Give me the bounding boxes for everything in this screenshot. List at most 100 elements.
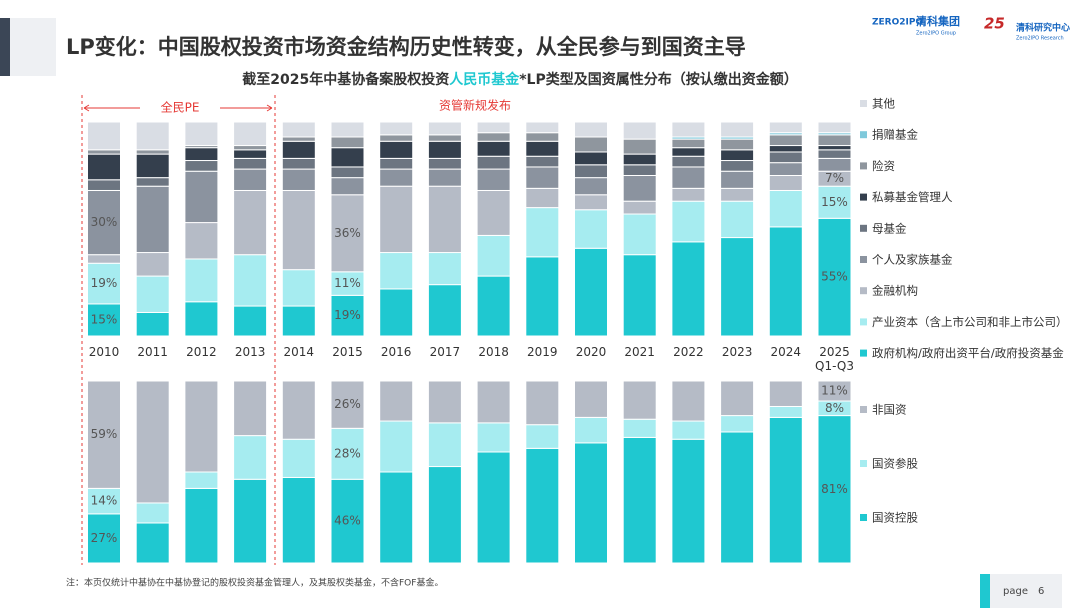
x-tick-label: 2014 (283, 345, 315, 359)
bar-segment (720, 431, 755, 564)
bar-segment (281, 136, 316, 142)
x-tick-label: 2015 (332, 345, 363, 359)
data-label: 28% (334, 446, 361, 460)
bar-segment (574, 164, 608, 179)
data-label: 15% (821, 195, 848, 209)
legend-swatch (860, 193, 867, 201)
bar-segment (233, 157, 268, 170)
bar-segment (525, 132, 560, 142)
legend-label: 个人及家族基金 (872, 253, 953, 267)
bar-segment (184, 121, 219, 147)
data-label: 7% (825, 171, 844, 185)
bar-segment (135, 185, 170, 254)
bar-segment (671, 155, 706, 168)
bar-segment (476, 121, 511, 134)
title-part: 人民币基金 (449, 71, 520, 88)
data-label: 11% (821, 384, 848, 398)
bar-segment (379, 157, 414, 170)
bar-segment (281, 140, 316, 159)
bar-segment (233, 380, 268, 437)
legend-label: 捐赠基金 (872, 128, 918, 142)
slide-title: LP变化：中国股权投资市场资金结构历史性转变，从全民参与到国资主导 (66, 35, 746, 59)
data-label: 15% (91, 312, 118, 326)
bar-segment (379, 140, 414, 159)
bar-segment (768, 151, 803, 164)
bar-segment (379, 134, 414, 142)
annotation: 资管新规发布 (439, 98, 511, 113)
bar-segment (135, 149, 170, 155)
bar-segment (525, 207, 560, 258)
bar-segment (184, 258, 219, 303)
bar-segment (574, 380, 608, 418)
annotation: 全民PE (161, 100, 200, 115)
bar-segment (622, 254, 657, 337)
x-tick-label: 2021 (624, 345, 655, 359)
x-tick-label: 2018 (478, 345, 509, 359)
x-tick-label: 2022 (673, 345, 704, 359)
page-accent (980, 574, 990, 608)
bar-segment (135, 177, 170, 187)
bar-segment (184, 160, 219, 172)
brand: Zero2IPO Research (1016, 36, 1064, 42)
bar-segment (184, 380, 219, 473)
bar-segment (379, 380, 414, 422)
bar-segment (817, 145, 852, 151)
bar-segment (330, 478, 365, 564)
accent-bg (10, 18, 56, 76)
x-tick-label: 2025 Q1-Q3 (815, 345, 854, 373)
bar-segment (817, 121, 852, 134)
bar-segment (476, 168, 511, 191)
bar-segment (87, 254, 121, 264)
x-tick-label: 2017 (429, 345, 461, 359)
bar-segment (135, 522, 170, 564)
bar-segment (135, 502, 170, 524)
bar-segment (622, 164, 657, 177)
bar-segment (768, 226, 803, 337)
page-box (990, 574, 1062, 608)
bar-segment (768, 162, 803, 177)
bar-segment (135, 380, 170, 504)
legend-swatch (860, 460, 867, 467)
bar-segment (427, 422, 462, 468)
bar-segment (427, 252, 462, 286)
bar-segment (720, 138, 755, 151)
bar-segment (135, 121, 170, 151)
x-tick-label: 2016 (380, 345, 412, 359)
bar-segment (184, 487, 219, 564)
bar-segment (768, 189, 803, 228)
legend-swatch (860, 256, 867, 263)
bar-segment (671, 380, 706, 422)
legend-swatch (860, 224, 867, 232)
bar-segment (427, 121, 462, 136)
data-label: 55% (821, 270, 848, 284)
bar-segment (379, 288, 414, 337)
bar-segment (622, 200, 657, 215)
brand: 清科集团 (916, 14, 960, 28)
bar-segment (525, 187, 560, 209)
bar-segment (330, 294, 365, 337)
legend-label: 产业资本（含上市公司和非上市公司） (872, 315, 1068, 329)
bar-segment (281, 438, 316, 478)
bar-segment (233, 478, 268, 564)
brand: 25 (984, 15, 1005, 33)
legend-swatch (860, 162, 867, 170)
bar-segment (281, 168, 316, 191)
bar-segment (476, 275, 511, 337)
bar-segment (574, 442, 608, 564)
bar-segment (671, 121, 706, 138)
legend-label: 私募基金管理人 (872, 190, 953, 204)
x-tick-label: 2024 (770, 345, 802, 359)
bar-segment (476, 422, 511, 453)
bar-segment (525, 166, 560, 189)
legend-label: 非国资 (872, 403, 907, 417)
bar-segment (768, 416, 803, 564)
data-label: 46% (334, 514, 361, 528)
bar-segment (525, 424, 560, 449)
bar-segment (622, 138, 657, 155)
bar-segment (427, 284, 462, 337)
brand: ZERO2IPO (872, 18, 923, 28)
bar-segment (379, 252, 414, 290)
bar-segment (281, 305, 316, 337)
legend-swatch (860, 406, 867, 413)
bar-segment (671, 138, 706, 149)
